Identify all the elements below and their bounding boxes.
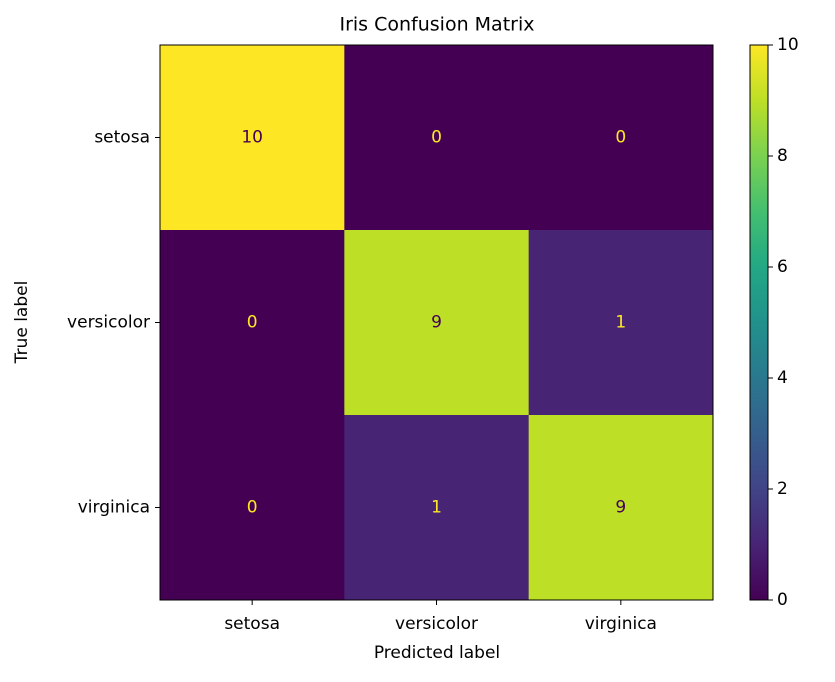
heatmap-cell bbox=[160, 415, 345, 601]
cell-label: 0 bbox=[247, 498, 258, 518]
colorbar-tick-label: 4 bbox=[777, 368, 788, 388]
heatmap-cell bbox=[344, 230, 530, 416]
cell-label: 9 bbox=[431, 313, 442, 333]
heatmap-cell bbox=[344, 415, 530, 601]
colorbar-tick-label: 10 bbox=[777, 35, 799, 55]
colorbar bbox=[749, 44, 769, 601]
heatmap-cell bbox=[528, 45, 714, 231]
cell-label: 10 bbox=[241, 128, 263, 148]
cell-label: 1 bbox=[615, 313, 626, 333]
colorbar-tick-label: 6 bbox=[777, 257, 788, 277]
y-tick-label: setosa bbox=[94, 128, 150, 148]
x-tick-label: virginica bbox=[585, 614, 657, 634]
heatmap-cell bbox=[528, 230, 714, 416]
x-tick-label: versicolor bbox=[395, 614, 478, 634]
colorbar-tick-label: 2 bbox=[777, 479, 788, 499]
colorbar-tick-label: 0 bbox=[777, 590, 788, 610]
y-axis-label: True label bbox=[12, 281, 32, 365]
x-axis-label: Predicted label bbox=[374, 643, 500, 663]
y-tick-label: versicolor bbox=[67, 313, 150, 333]
heatmap-cell bbox=[344, 45, 530, 231]
colorbar-tick-label: 8 bbox=[777, 146, 788, 166]
cell-label: 0 bbox=[431, 128, 442, 148]
heatmap-cell bbox=[160, 230, 345, 416]
chart-title: Iris Confusion Matrix bbox=[339, 14, 534, 36]
y-tick-label: virginica bbox=[78, 498, 150, 518]
heatmap-cell bbox=[160, 45, 345, 231]
heatmap-cell bbox=[528, 415, 714, 601]
cell-label: 1 bbox=[431, 498, 442, 518]
cell-label: 9 bbox=[615, 498, 626, 518]
x-tick-label: setosa bbox=[224, 614, 280, 634]
cell-label: 0 bbox=[615, 128, 626, 148]
cell-label: 0 bbox=[247, 313, 258, 333]
